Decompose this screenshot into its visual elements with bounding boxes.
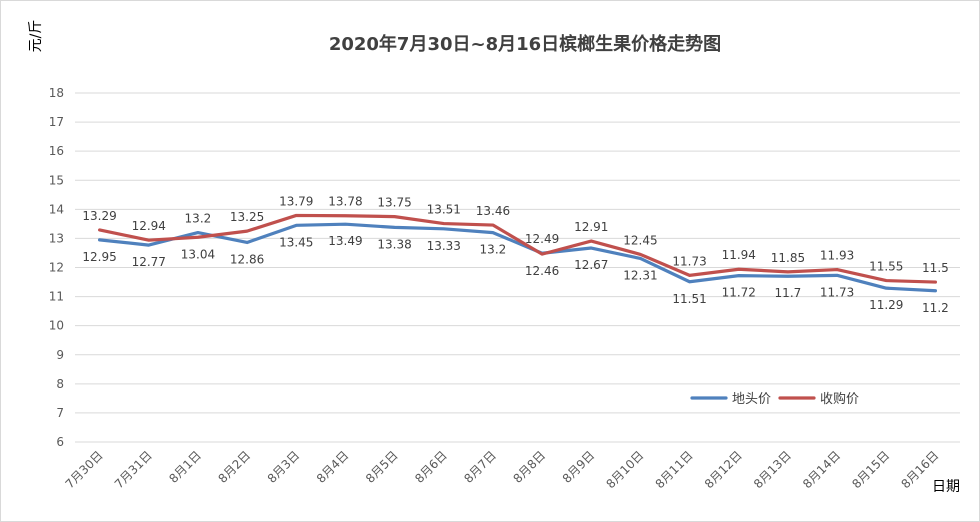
data-label: 11.5 bbox=[922, 261, 949, 275]
y-tick-label: 13 bbox=[49, 231, 64, 245]
data-label: 13.49 bbox=[328, 234, 362, 248]
y-axis-ticks: 6 7 8 9 10 11 12 13 14 15 16 17 18 bbox=[49, 86, 64, 449]
data-label: 12.95 bbox=[82, 250, 116, 264]
data-label: 11.29 bbox=[869, 298, 903, 312]
y-tick-label: 10 bbox=[49, 319, 64, 333]
data-label: 11.7 bbox=[775, 286, 802, 300]
data-label: 13.45 bbox=[279, 235, 313, 249]
legend-label: 地头价 bbox=[732, 392, 771, 407]
data-label: 12.86 bbox=[230, 252, 264, 266]
series-line-0 bbox=[97, 222, 938, 293]
data-label: 13.2 bbox=[480, 243, 507, 257]
legend-label: 收购价 bbox=[820, 391, 859, 407]
y-tick-label: 7 bbox=[56, 406, 64, 420]
data-label: 13.75 bbox=[377, 196, 411, 210]
data-label: 11.85 bbox=[771, 251, 805, 265]
data-label: 11.72 bbox=[722, 286, 756, 300]
gridlines bbox=[75, 92, 960, 443]
y-tick-label: 16 bbox=[49, 144, 64, 158]
data-label: 11.55 bbox=[869, 260, 903, 274]
data-label: 12.77 bbox=[132, 255, 166, 269]
y-axis-title: 元/斤 bbox=[28, 20, 44, 53]
data-label: 12.94 bbox=[132, 219, 166, 233]
data-label: 13.04 bbox=[181, 247, 215, 261]
y-tick-label: 14 bbox=[49, 202, 64, 216]
data-label: 13.25 bbox=[230, 210, 264, 224]
y-tick-label: 15 bbox=[49, 173, 64, 187]
series-lines bbox=[97, 213, 938, 293]
data-label: 13.33 bbox=[427, 239, 461, 253]
series-line-1 bbox=[97, 213, 938, 284]
data-label: 11.93 bbox=[820, 249, 854, 263]
x-axis-title: 日期 bbox=[932, 479, 960, 495]
data-label: 13.79 bbox=[279, 194, 313, 208]
y-tick-label: 17 bbox=[49, 115, 64, 129]
data-label: 12.49 bbox=[525, 232, 559, 246]
y-tick-label: 12 bbox=[49, 261, 64, 275]
data-label: 13.78 bbox=[328, 195, 362, 209]
y-tick-label: 18 bbox=[49, 86, 64, 100]
data-label: 11.73 bbox=[672, 254, 706, 268]
data-label: 13.51 bbox=[427, 203, 461, 217]
data-labels: 12.95 12.77 13.2 12.86 13.45 13.49 13.38 13.33 1… bbox=[82, 194, 948, 314]
data-label: 13.2 bbox=[185, 212, 212, 226]
chart-title: 2020年7月30日~8月16日槟榔生果价格走势图 bbox=[329, 33, 721, 55]
y-tick-label: 6 bbox=[56, 435, 64, 449]
data-label: 12.67 bbox=[574, 258, 608, 272]
data-label: 11.2 bbox=[922, 301, 949, 315]
data-label: 13.46 bbox=[476, 204, 510, 218]
data-label: 13.29 bbox=[82, 209, 116, 223]
data-label: 12.31 bbox=[623, 268, 657, 282]
legend: 地头价 收购价 bbox=[690, 391, 859, 407]
data-label: 12.45 bbox=[623, 233, 657, 247]
data-label: 12.46 bbox=[525, 264, 559, 278]
data-label: 11.73 bbox=[820, 285, 854, 299]
data-label: 11.51 bbox=[672, 292, 706, 306]
data-label: 12.91 bbox=[574, 220, 608, 234]
y-tick-label: 11 bbox=[49, 290, 64, 304]
y-tick-label: 8 bbox=[56, 377, 64, 391]
data-label: 11.94 bbox=[722, 248, 756, 262]
y-tick-label: 9 bbox=[56, 348, 64, 362]
data-label: 13.38 bbox=[377, 237, 411, 251]
